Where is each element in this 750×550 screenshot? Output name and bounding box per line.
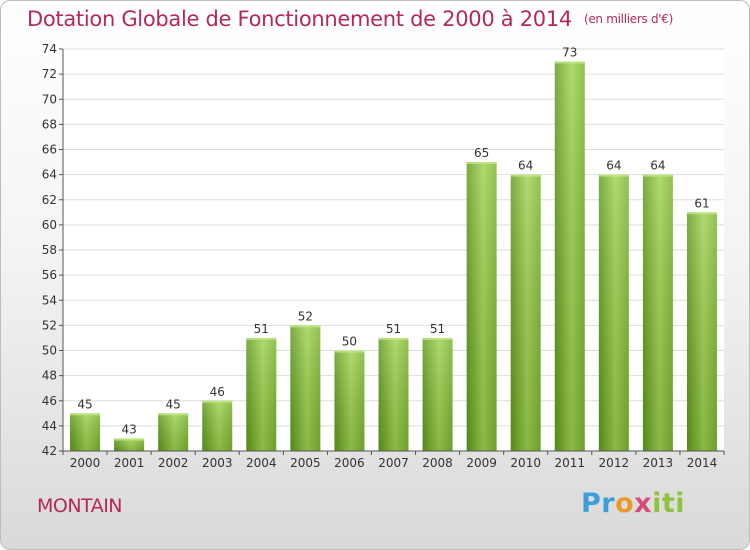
bar-highlight — [202, 400, 233, 403]
bar-shade — [334, 350, 365, 451]
x-tick-label: 2014 — [687, 456, 718, 470]
bar-highlight — [246, 337, 277, 340]
logo-part: iti — [652, 488, 686, 519]
bar-highlight — [158, 413, 189, 416]
y-tick-label: 62 — [42, 193, 57, 207]
y-tick-label: 52 — [42, 318, 57, 332]
chart-title: Dotation Globale de Fonctionnement de 20… — [27, 7, 673, 31]
x-tick-label: 2011 — [554, 456, 585, 470]
bar-shade — [598, 174, 629, 451]
value-label: 64 — [606, 159, 621, 173]
y-tick-label: 74 — [42, 42, 57, 56]
y-tick-label: 58 — [42, 243, 57, 257]
y-tick-label: 68 — [42, 117, 57, 131]
x-tick-label: 2007 — [378, 456, 409, 470]
x-tick-label: 2003 — [202, 456, 233, 470]
bar-shade — [510, 174, 541, 451]
x-tick-label: 2009 — [466, 456, 497, 470]
bar-highlight — [642, 174, 673, 177]
bar-highlight — [554, 61, 585, 64]
x-tick-label: 2002 — [158, 456, 189, 470]
y-tick-label: 66 — [42, 143, 57, 157]
y-tick-label: 54 — [42, 293, 57, 307]
value-label: 64 — [518, 159, 533, 173]
bar-shade — [466, 162, 497, 451]
y-tick-label: 46 — [42, 394, 57, 408]
value-label: 43 — [121, 422, 136, 436]
value-label: 52 — [298, 309, 313, 323]
bar-shade — [554, 61, 585, 451]
value-label: 46 — [210, 385, 225, 399]
bar-shade — [686, 212, 717, 451]
value-label: 51 — [386, 322, 401, 336]
bar-shade — [202, 400, 233, 451]
logo-part: Pr — [581, 488, 616, 519]
value-label: 65 — [474, 146, 489, 160]
bar-shade — [70, 413, 101, 451]
x-tick-label: 2001 — [114, 456, 145, 470]
bar-highlight — [510, 174, 541, 177]
y-tick-label: 44 — [42, 419, 57, 433]
y-tick-label: 64 — [42, 168, 57, 182]
y-tick-label: 72 — [42, 67, 57, 81]
logo-part: x — [634, 488, 653, 519]
logo-part: o — [615, 488, 635, 519]
bar-highlight — [290, 325, 321, 328]
chart-title-text: Dotation Globale de Fonctionnement de 20… — [27, 7, 572, 31]
x-tick-label: 2004 — [246, 456, 277, 470]
y-tick-label: 48 — [42, 369, 57, 383]
bar-highlight — [422, 337, 453, 340]
commune-name: MONTAIN — [37, 495, 123, 517]
value-label: 64 — [650, 159, 665, 173]
proxiti-logo: Proxiti — [581, 488, 685, 519]
bar-highlight — [466, 162, 497, 165]
value-label: 51 — [254, 322, 269, 336]
x-tick-label: 2005 — [290, 456, 321, 470]
x-tick-label: 2013 — [643, 456, 674, 470]
value-label: 51 — [430, 322, 445, 336]
value-label: 45 — [77, 397, 92, 411]
bar-shade — [290, 325, 321, 451]
y-tick-label: 56 — [42, 268, 57, 282]
value-label: 50 — [342, 335, 357, 349]
bar-highlight — [598, 174, 629, 177]
x-tick-label: 2012 — [599, 456, 630, 470]
y-tick-label: 50 — [42, 344, 57, 358]
bar-highlight — [686, 212, 717, 215]
value-label: 61 — [694, 196, 709, 210]
bar-shade — [114, 438, 145, 451]
bar-shade — [378, 337, 409, 451]
value-label: 73 — [562, 46, 577, 60]
x-tick-label: 2006 — [334, 456, 365, 470]
bar-highlight — [378, 337, 409, 340]
x-tick-label: 2000 — [70, 456, 101, 470]
y-tick-label: 60 — [42, 218, 57, 232]
bar-shade — [158, 413, 189, 451]
value-label: 45 — [166, 397, 181, 411]
x-tick-label: 2008 — [422, 456, 453, 470]
bar-highlight — [334, 350, 365, 353]
y-tick-label: 70 — [42, 92, 57, 106]
bar-highlight — [114, 438, 145, 441]
y-tick-label: 42 — [42, 444, 57, 458]
bar-shade — [246, 337, 277, 451]
x-tick-label: 2010 — [510, 456, 541, 470]
bar-shade — [642, 174, 673, 451]
bar-shade — [422, 337, 453, 451]
bar-highlight — [70, 413, 101, 416]
chart-subtitle: (en milliers d'€) — [583, 12, 673, 26]
